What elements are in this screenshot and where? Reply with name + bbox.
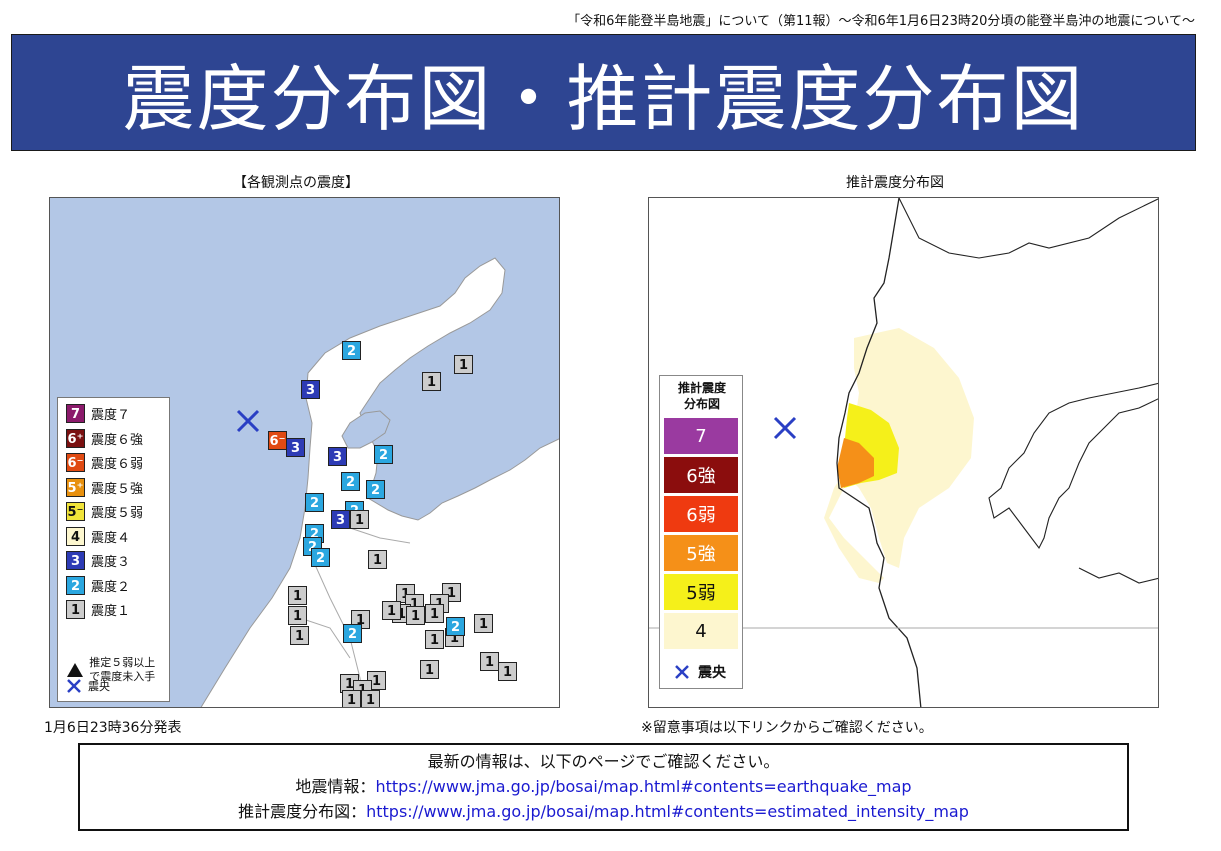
area-intensity-5-upper: [837, 438, 874, 488]
header-note: 「令和6年能登半島地震」について（第11報）～令和6年1月6日23時20分頃の能…: [567, 14, 1195, 29]
station-intensity-marker: 2: [341, 472, 360, 491]
station-intensity-marker: 1: [350, 510, 369, 529]
legend-epicenter-label: 震央: [88, 680, 110, 693]
page-title: 震度分布図・推計震度分布図: [122, 57, 1085, 141]
legend-row-6: 3 震度３: [66, 551, 130, 570]
triangle-icon: [67, 663, 83, 677]
right-footnote: ※留意事項は以下リンクからご確認ください。: [641, 720, 933, 736]
station-intensity-marker: 2: [342, 341, 361, 360]
station-intensity-marker: 1: [480, 652, 499, 671]
station-intensity-marker: 1: [420, 660, 439, 679]
station-intensity-marker: 1: [288, 586, 307, 605]
legend-right-epicenter-label: 震央: [698, 665, 726, 681]
legend-badge: 1: [66, 600, 85, 619]
station-intensity-marker: 2: [374, 445, 393, 464]
nanao-bay: [341, 410, 391, 449]
station-intensity-marker: 1: [342, 690, 361, 707]
station-intensity-marker: 1: [422, 372, 441, 391]
legend-right-epicenter-row: 震央: [674, 662, 726, 682]
station-intensity-marker: 3: [286, 438, 305, 457]
station-intensity-marker: 2: [366, 480, 385, 499]
station-intensity-marker: 3: [331, 510, 350, 529]
legend-swatch-0: 7: [664, 418, 738, 454]
legend-badge: 2: [66, 575, 85, 595]
legend-label: 震度６強: [91, 432, 144, 448]
legend-label: 震度２: [91, 579, 131, 595]
station-intensity-marker: 2: [446, 617, 465, 636]
legend-row-4: 5⁻ 震度５弱: [66, 502, 143, 521]
legend-row-2: 6⁻ 震度６弱: [66, 453, 143, 472]
station-intensity-marker: 3: [301, 380, 320, 399]
legend-label: 震度３: [91, 555, 131, 570]
legend-swatch-1: 6強: [664, 457, 738, 493]
legend-swatch-3: 5強: [664, 535, 738, 571]
station-intensity-marker: 1: [290, 626, 309, 645]
station-intensity-marker: 1: [382, 601, 401, 620]
station-intensity-marker: 1: [474, 614, 493, 633]
legend-note: 推定５弱以上で震度未入手: [89, 656, 156, 683]
left-panel-caption: 【各観測点の震度】: [233, 175, 359, 191]
issued-time: 1月6日23時36分発表: [44, 720, 182, 736]
legend-row-5: 4 震度４: [66, 526, 131, 546]
legend-label: 震度７: [91, 408, 131, 423]
station-intensity-marker: 1: [498, 662, 517, 681]
legend-note-row: 推定５弱以上で震度未入手: [66, 656, 166, 684]
station-intensity-marker: 1: [425, 630, 444, 649]
legend-right-title: 推計震度分布図: [677, 381, 726, 411]
epicenter-icon: [67, 679, 81, 693]
legend-label: 震度５強: [91, 481, 144, 497]
legend-row-0: 7 震度７: [66, 404, 130, 423]
estimated-intensity-map: 推計震度分布図 震央 7 6強 6弱 5強 5弱 4: [648, 197, 1159, 708]
legend-epicenter-row: 震央: [66, 678, 110, 694]
legend-swatch-4: 5弱: [664, 574, 738, 610]
station-intensity-marker: 2: [305, 493, 324, 512]
station-intensity-marker: 1: [368, 550, 387, 569]
info-box: 最新の情報は、以下のページでご確認ください。 地震情報：https://www.…: [78, 743, 1129, 831]
earthquake-map-link[interactable]: https://www.jma.go.jp/bosai/map.html#con…: [375, 777, 912, 796]
station-intensity-marker: 1: [406, 606, 425, 625]
legend-label: 震度１: [91, 604, 131, 619]
info-line1: 最新の情報は、以下のページでご確認ください。: [427, 752, 780, 771]
est-label: 推計震度分布図：: [238, 802, 367, 821]
station-intensity-marker: 1: [361, 690, 380, 707]
legend-badge: 3: [66, 551, 85, 570]
coastline: [836, 198, 922, 707]
estimated-map-link[interactable]: https://www.jma.go.jp/bosai/map.html#con…: [366, 802, 969, 821]
legend-badge: 5⁻: [66, 502, 85, 521]
legend-badge: 6⁻: [66, 453, 85, 472]
intensity-map: 21136⁻3322222312221111111111112112111111…: [49, 197, 560, 708]
epicenter-marker-left: [236, 409, 260, 433]
legend-swatch-5: 4: [664, 613, 738, 649]
right-panel-caption: 推計震度分布図: [846, 175, 944, 191]
legend-swatch-2: 6弱: [664, 496, 738, 532]
station-intensity-marker: 6⁻: [268, 431, 287, 450]
station-intensity-marker: 1: [288, 606, 307, 625]
area-intensity-4: [824, 328, 974, 583]
estimated-map-svg: [649, 198, 1158, 707]
station-intensity-marker: 1: [425, 604, 444, 623]
station-intensity-marker: 2: [311, 548, 330, 567]
station-intensity-marker: 1: [454, 355, 473, 374]
station-intensity-marker: 3: [328, 447, 347, 466]
legend-row-8: 1 震度１: [66, 600, 130, 619]
legend-row-3: 5⁺ 震度５強: [66, 477, 144, 497]
legend-badge: 4: [66, 526, 85, 546]
legend-label: 震度４: [91, 530, 131, 546]
legend-row-7: 2 震度２: [66, 575, 131, 595]
eq-label: 地震情報：: [295, 777, 376, 796]
estimated-intensity-legend: 推計震度分布図 震央 7 6強 6弱 5強 5弱 4: [659, 375, 743, 689]
station-intensity-marker: 2: [343, 624, 362, 643]
legend-badge: 7: [66, 404, 85, 423]
epicenter-icon: [675, 665, 689, 679]
info-earthquake-row: 地震情報：https://www.jma.go.jp/bosai/map.htm…: [80, 774, 1127, 799]
intensity-legend: 推定５弱以上で震度未入手 震央 7 震度７ 6⁺ 震度６強 6⁻ 震度６弱 5⁺ 震度５強 5⁻…: [57, 397, 170, 702]
title-banner: 震度分布図・推計震度分布図: [11, 34, 1196, 151]
info-estimated-row: 推計震度分布図：https://www.jma.go.jp/bosai/map.…: [80, 799, 1127, 824]
epicenter-marker-right: [773, 416, 797, 440]
legend-label: 震度５弱: [91, 506, 144, 521]
legend-row-1: 6⁺ 震度６強: [66, 428, 144, 448]
legend-badge: 6⁺: [66, 428, 85, 448]
legend-label: 震度６弱: [91, 457, 144, 472]
legend-badge: 5⁺: [66, 477, 85, 497]
